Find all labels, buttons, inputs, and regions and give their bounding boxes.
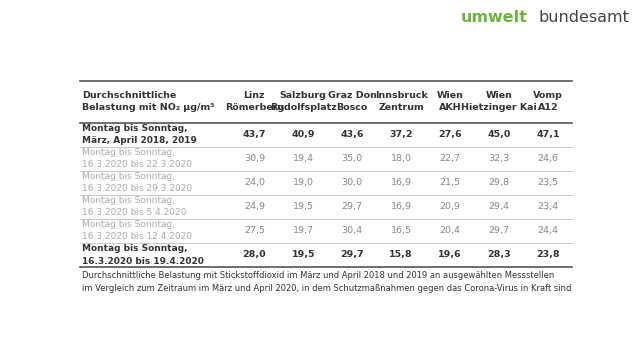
Text: 16,5: 16,5 [391,226,411,235]
Text: 29,8: 29,8 [488,178,509,187]
Text: 15,8: 15,8 [389,250,413,260]
Text: 43,6: 43,6 [340,130,364,139]
Text: Montag bis Sonntag,
März, April 2018, 2019: Montag bis Sonntag, März, April 2018, 20… [82,124,197,145]
Text: Montag bis Sonntag,
16.3.2020 bis 22.3.2020: Montag bis Sonntag, 16.3.2020 bis 22.3.2… [82,148,192,169]
Text: 47,1: 47,1 [536,130,560,139]
Text: Linz
Römerberg: Linz Römerberg [225,91,284,113]
Text: 20,9: 20,9 [439,202,460,211]
Text: Durchschnittliche Belastung mit Stickstoffdioxid im März und April 2018 und 2019: Durchschnittliche Belastung mit Sticksto… [82,271,571,293]
Text: 29,7: 29,7 [340,250,364,260]
Text: Montag bis Sonntag,
16.3.2020 bis 5.4.2020: Montag bis Sonntag, 16.3.2020 bis 5.4.20… [82,196,186,217]
Text: 21,5: 21,5 [439,178,460,187]
Text: 30,9: 30,9 [244,154,265,163]
Text: Wien
AKH: Wien AKH [437,91,464,113]
Text: 16,9: 16,9 [391,202,411,211]
Text: 16,9: 16,9 [391,178,411,187]
Text: Montag bis Sonntag,
16.3.2020 bis 29.3.2020: Montag bis Sonntag, 16.3.2020 bis 29.3.2… [82,172,192,193]
Text: 19,7: 19,7 [293,226,314,235]
Text: 19,5: 19,5 [293,202,314,211]
Text: 29,4: 29,4 [488,202,509,211]
Text: 32,3: 32,3 [488,154,509,163]
Text: 28,0: 28,0 [242,250,266,260]
Text: Montag bis Sonntag,
16.3.2020 bis 19.4.2020: Montag bis Sonntag, 16.3.2020 bis 19.4.2… [82,244,204,266]
Text: Innsbruck
Zentrum: Innsbruck Zentrum [375,91,427,113]
Text: 23,8: 23,8 [536,250,560,260]
Text: 28,3: 28,3 [487,250,511,260]
Text: 40,9: 40,9 [291,130,315,139]
Text: 18,0: 18,0 [391,154,411,163]
Text: 24,6: 24,6 [537,154,558,163]
Text: 29,7: 29,7 [342,202,363,211]
Text: 23,4: 23,4 [537,202,558,211]
Text: 27,6: 27,6 [438,130,462,139]
Text: 22,7: 22,7 [439,154,460,163]
Text: 19,4: 19,4 [293,154,314,163]
Text: Graz Don
Bosco: Graz Don Bosco [328,91,377,113]
Text: 24,0: 24,0 [244,178,265,187]
Text: 23,5: 23,5 [537,178,558,187]
Text: 30,0: 30,0 [342,178,363,187]
Text: Durchschnittliche
Belastung mit NO₂ µg/m³: Durchschnittliche Belastung mit NO₂ µg/m… [82,91,214,113]
Text: 43,7: 43,7 [242,130,266,139]
Text: bundesamt: bundesamt [539,10,630,25]
Text: 35,0: 35,0 [342,154,363,163]
Text: Vomp
A12: Vomp A12 [533,91,563,113]
Text: 24,4: 24,4 [537,226,558,235]
Text: 29,7: 29,7 [488,226,509,235]
Text: Salzburg
Rudolfsplatz: Salzburg Rudolfsplatz [270,91,336,113]
Text: 19,6: 19,6 [438,250,462,260]
Text: 19,5: 19,5 [291,250,315,260]
Text: 24,9: 24,9 [244,202,265,211]
Text: 45,0: 45,0 [487,130,511,139]
Text: Montag bis Sonntag,
16.3.2020 bis 12.4.2020: Montag bis Sonntag, 16.3.2020 bis 12.4.2… [82,220,192,241]
Text: 27,5: 27,5 [244,226,265,235]
Text: 19,0: 19,0 [293,178,314,187]
Text: umwelt: umwelt [461,10,528,25]
Text: 37,2: 37,2 [389,130,413,139]
Text: Wien
Hietzinger Kai: Wien Hietzinger Kai [461,91,537,113]
Text: 30,4: 30,4 [342,226,363,235]
Text: 20,4: 20,4 [439,226,460,235]
